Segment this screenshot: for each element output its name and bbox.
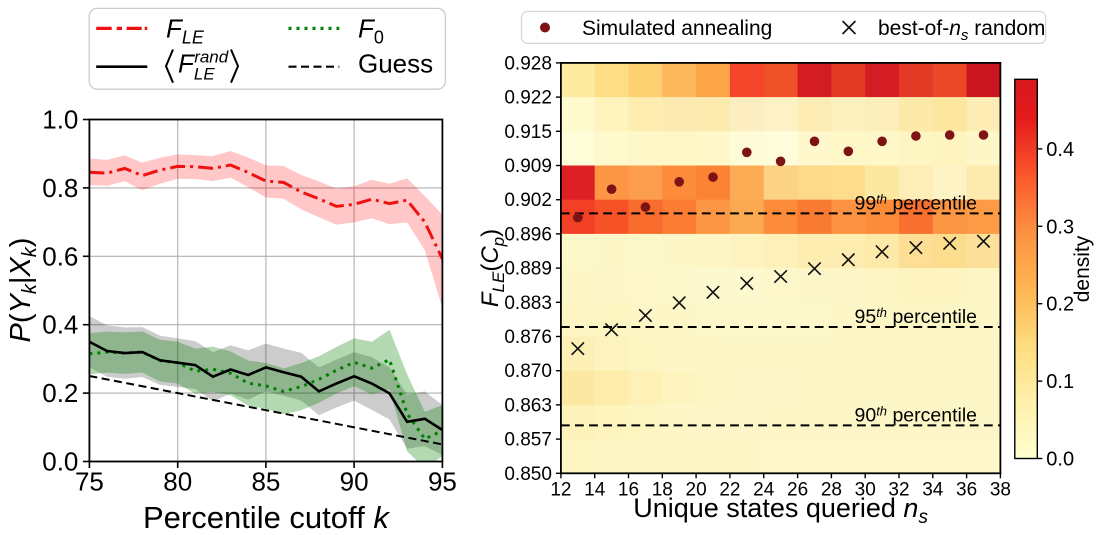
svg-text:Unique states queried ns: Unique states queried ns [633, 493, 928, 528]
svg-text:0.2: 0.2 [42, 378, 78, 408]
svg-text:95: 95 [428, 467, 457, 497]
svg-text:0.4: 0.4 [1046, 139, 1074, 161]
svg-text:90th percentile: 90th percentile [854, 403, 977, 426]
svg-text:36: 36 [956, 479, 977, 500]
svg-text:32: 32 [888, 479, 909, 500]
svg-text:75: 75 [75, 467, 104, 497]
svg-text:0.902: 0.902 [504, 190, 552, 211]
svg-text:Guess: Guess [358, 48, 433, 78]
svg-text:0.876: 0.876 [504, 327, 552, 348]
svg-text:Simulated annealing: Simulated annealing [582, 17, 772, 40]
svg-text:0.0: 0.0 [1046, 449, 1074, 471]
svg-text:90: 90 [340, 467, 369, 497]
svg-text:24: 24 [753, 479, 775, 500]
svg-text:0.883: 0.883 [504, 293, 552, 314]
svg-text:0.6: 0.6 [42, 241, 78, 271]
svg-text:26: 26 [787, 479, 808, 500]
svg-text:34: 34 [922, 479, 944, 500]
svg-text:0.857: 0.857 [504, 430, 552, 451]
svg-text:28: 28 [821, 479, 842, 500]
svg-text:14: 14 [584, 479, 606, 500]
svg-text:0.915: 0.915 [504, 122, 552, 143]
svg-text:0.3: 0.3 [1046, 216, 1074, 238]
svg-text:density: density [1071, 235, 1094, 302]
svg-text:Percentile cutoff k: Percentile cutoff k [143, 500, 390, 535]
svg-text:0.850: 0.850 [504, 464, 552, 485]
svg-text:85: 85 [251, 467, 280, 497]
svg-text:1.0: 1.0 [42, 105, 78, 135]
svg-text:0.4: 0.4 [42, 310, 78, 340]
svg-text:0.0: 0.0 [42, 447, 78, 477]
svg-text:22: 22 [719, 479, 740, 500]
svg-text:0.2: 0.2 [1046, 294, 1074, 316]
svg-text:0.863: 0.863 [504, 395, 552, 416]
svg-text:0.896: 0.896 [504, 224, 552, 245]
svg-text:99th percentile: 99th percentile [854, 191, 977, 214]
svg-text:80: 80 [163, 467, 192, 497]
svg-text:0.922: 0.922 [504, 88, 552, 109]
svg-text:12: 12 [550, 479, 571, 500]
svg-text:0.870: 0.870 [504, 361, 552, 382]
svg-text:FLE(Cp): FLE(Cp) [477, 229, 508, 307]
svg-text:20: 20 [686, 479, 707, 500]
svg-text:18: 18 [652, 479, 673, 500]
svg-text:0.1: 0.1 [1046, 371, 1074, 393]
svg-text:16: 16 [618, 479, 639, 500]
svg-text:0.8: 0.8 [42, 173, 78, 203]
svg-text:30: 30 [855, 479, 876, 500]
svg-text:0.889: 0.889 [504, 259, 552, 280]
svg-text:38: 38 [990, 479, 1011, 500]
svg-text:0.928: 0.928 [504, 53, 552, 74]
svg-text:0.909: 0.909 [504, 156, 552, 177]
svg-text:95th percentile: 95th percentile [854, 305, 977, 328]
